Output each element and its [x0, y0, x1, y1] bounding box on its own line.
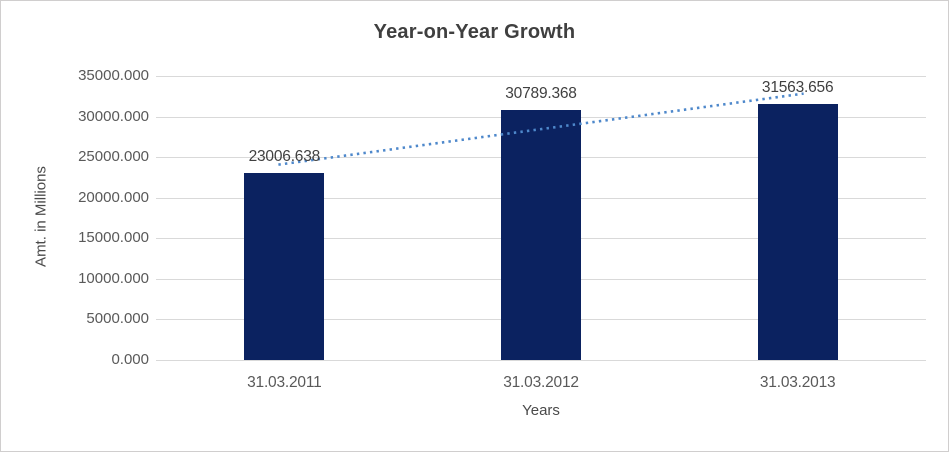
- y-tick-label: 15000.000: [78, 229, 149, 247]
- y-tick-label: 20000.000: [78, 188, 149, 206]
- chart-title: Year-on-Year Growth: [373, 21, 576, 43]
- y-tick-label: 0.000: [111, 351, 149, 368]
- y-tick-label: 30000.000: [78, 107, 149, 125]
- data-label: 23006.638: [248, 148, 321, 166]
- y-tick-label: 10000.000: [78, 269, 149, 287]
- gridline: [156, 360, 926, 361]
- data-label: 31563.656: [761, 78, 834, 96]
- x-tick-label: 31.03.2013: [759, 374, 836, 391]
- bar-31.03.2011: [244, 173, 325, 360]
- bar-31.03.2012: [501, 110, 581, 360]
- y-tick-label: 25000.000: [78, 148, 149, 166]
- x-tick-label: 31.03.2012: [503, 374, 579, 391]
- x-tick-label: 31.03.2011: [247, 374, 322, 391]
- x-axis-title: Years: [522, 402, 560, 419]
- y-tick-label: 35000.000: [78, 67, 149, 84]
- bar-31.03.2013: [757, 103, 838, 360]
- gridline: [156, 76, 926, 77]
- data-label: 30789.368: [505, 85, 577, 103]
- y-tick-label: 5000.000: [86, 310, 149, 328]
